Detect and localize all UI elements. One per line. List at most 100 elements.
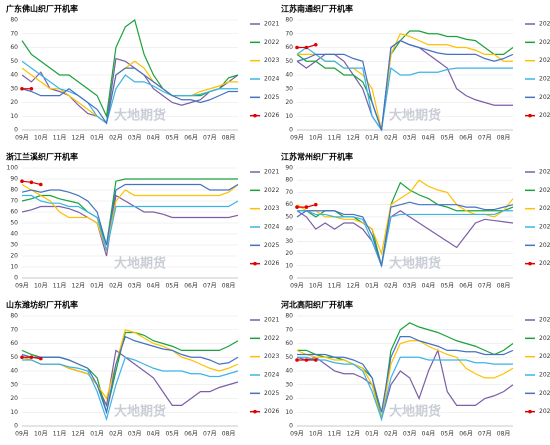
x-tick-label: 09月 <box>290 283 304 290</box>
y-tick-label: 50 <box>10 220 18 227</box>
x-tick-label: 03月 <box>403 135 417 142</box>
x-tick-label: 05月 <box>440 283 454 290</box>
y-tick-label: 60 <box>10 209 18 216</box>
y-tick-label: 0 <box>289 275 293 282</box>
y-tick-label: 20 <box>285 250 293 257</box>
x-tick-label: 01月 <box>90 283 104 290</box>
x-tick-label: 11月 <box>53 431 67 438</box>
x-tick-label: 06月 <box>184 283 198 290</box>
legend-label: 2021 <box>539 317 550 324</box>
series-line <box>296 46 513 132</box>
y-tick-label: 40 <box>285 368 293 375</box>
series-line <box>297 336 514 413</box>
y-tick-label: 70 <box>10 30 18 37</box>
series-line <box>21 178 238 246</box>
x-tick-label: 10月 <box>34 283 48 290</box>
x-tick-label: 06月 <box>184 431 198 438</box>
legend-label: 2022 <box>539 187 550 194</box>
legend-label: 2025 <box>539 94 550 101</box>
series-marker <box>38 356 43 361</box>
x-tick-label: 06月 <box>459 135 473 142</box>
y-tick-label: 30 <box>10 242 18 249</box>
x-tick-label: 09月 <box>15 135 29 142</box>
y-tick-label: 50 <box>285 213 293 220</box>
watermark: 大地期货 <box>114 404 166 420</box>
y-tick-label: 60 <box>10 44 18 51</box>
series-line <box>21 67 238 125</box>
series-marker <box>38 182 43 187</box>
x-tick-label: 05月 <box>440 431 454 438</box>
series-line <box>21 19 239 119</box>
series-line <box>21 183 239 253</box>
legend-label: 2026 <box>264 112 279 119</box>
series-line <box>22 356 239 422</box>
x-tick-label: 07月 <box>478 283 492 290</box>
y-tick-label: 40 <box>285 72 293 79</box>
legend-label: 2025 <box>264 242 279 249</box>
y-tick-label: 30 <box>285 238 293 245</box>
watermark: 大地期货 <box>114 256 166 272</box>
x-tick-label: 01月 <box>365 135 379 142</box>
y-tick-label: 60 <box>285 201 293 208</box>
y-tick-label: 40 <box>10 231 18 238</box>
y-tick-label: 80 <box>10 17 18 24</box>
chart-title: 江苏常州织厂开机率 <box>281 152 353 162</box>
watermark: 大地期货 <box>389 256 441 272</box>
legend-label: 2025 <box>264 390 279 397</box>
x-tick-label: 10月 <box>34 431 48 438</box>
legend-marker <box>253 409 257 414</box>
x-tick-label: 08月 <box>222 431 236 438</box>
x-tick-label: 12月 <box>72 431 86 438</box>
y-tick-label: 40 <box>10 368 18 375</box>
x-tick-label: 05月 <box>165 431 179 438</box>
y-tick-label: 10 <box>10 409 18 416</box>
y-tick-label: 20 <box>10 395 18 402</box>
series-line <box>297 210 513 268</box>
legend-label: 2023 <box>264 57 279 64</box>
chart-title: 山东潍坊织厂开机率 <box>6 300 78 310</box>
y-tick-label: 80 <box>10 313 18 320</box>
x-tick-label: 04月 <box>422 135 436 142</box>
series-marker <box>304 45 309 50</box>
legend-label: 2026 <box>539 112 550 119</box>
series-marker <box>20 355 24 360</box>
x-tick-label: 03月 <box>403 283 417 290</box>
legend-label: 2026 <box>539 408 550 415</box>
legend-label: 2023 <box>539 353 550 360</box>
series-marker <box>295 358 299 362</box>
x-tick-label: 12月 <box>72 283 86 290</box>
series-line <box>297 356 513 422</box>
y-tick-label: 10 <box>10 264 18 271</box>
y-tick-label: 50 <box>10 58 18 65</box>
x-tick-label: 02月 <box>109 283 123 290</box>
series-line <box>296 201 514 266</box>
x-tick-label: 10月 <box>34 135 48 142</box>
legend-label: 2022 <box>264 39 279 46</box>
y-tick-label: 20 <box>285 99 293 106</box>
y-tick-label: 0 <box>289 127 293 134</box>
legend-marker <box>253 261 257 266</box>
x-tick-label: 11月 <box>328 431 342 438</box>
legend-label: 2023 <box>264 205 279 212</box>
x-tick-label: 01月 <box>365 283 379 290</box>
y-tick-label: 0 <box>14 275 18 282</box>
legend-label: 2024 <box>539 372 550 379</box>
series-marker <box>313 42 318 47</box>
x-tick-label: 08月 <box>497 283 511 290</box>
legend-label: 2023 <box>264 353 279 360</box>
legend-label: 2026 <box>264 408 279 415</box>
x-tick-label: 07月 <box>203 431 217 438</box>
y-tick-label: 30 <box>10 85 18 92</box>
x-tick-label: 12月 <box>72 135 86 142</box>
legend-marker <box>528 409 532 414</box>
watermark: 大地期货 <box>389 404 441 420</box>
y-tick-label: 0 <box>289 423 293 430</box>
chart-title: 广东佛山织厂开机率 <box>6 4 78 14</box>
watermark: 大地期货 <box>114 108 166 124</box>
x-tick-label: 07月 <box>478 135 492 142</box>
x-tick-label: 09月 <box>290 135 304 142</box>
legend-marker <box>253 113 257 118</box>
series-marker <box>304 205 309 209</box>
series-line <box>21 60 238 125</box>
series-line <box>21 335 239 415</box>
